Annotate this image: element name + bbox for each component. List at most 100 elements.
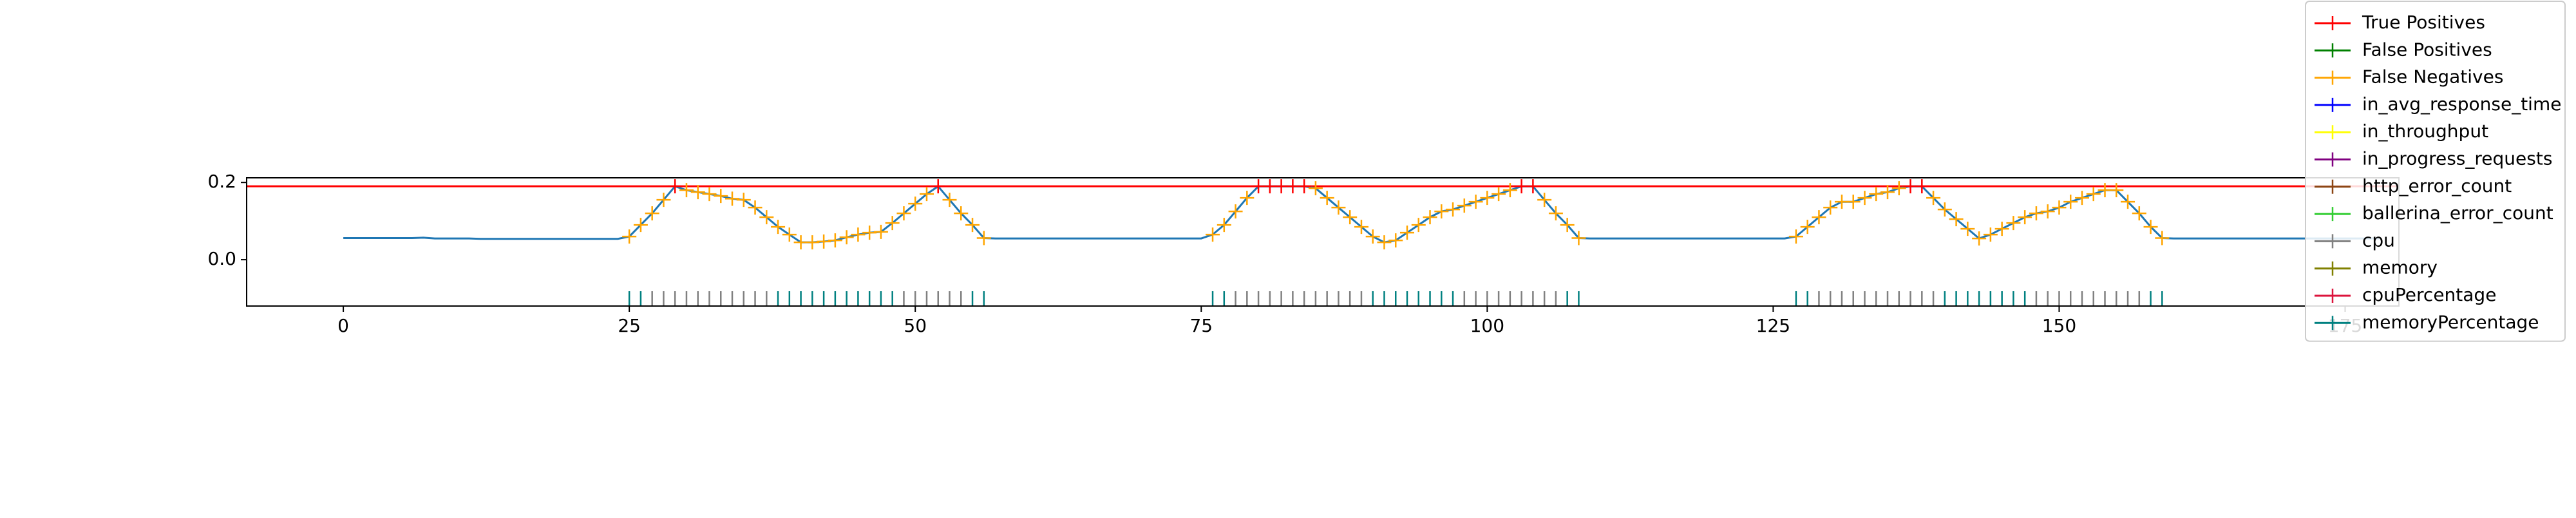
plus-marker bbox=[1423, 210, 1437, 225]
plus-marker bbox=[1400, 225, 1414, 240]
plus-marker bbox=[1949, 212, 1964, 227]
plus-marker bbox=[1297, 179, 1312, 194]
y-tick-label: 0.0 bbox=[207, 248, 236, 269]
plus-marker bbox=[1468, 195, 1483, 209]
plus-marker bbox=[1457, 198, 1472, 213]
plus-marker bbox=[1343, 210, 1358, 225]
plus-marker bbox=[2325, 152, 2340, 167]
plus-marker bbox=[2040, 204, 2055, 219]
plus-marker bbox=[1354, 220, 1368, 235]
plus-marker bbox=[2325, 234, 2340, 249]
plus-marker bbox=[908, 197, 923, 211]
legend-label: True Positives bbox=[2362, 12, 2485, 33]
plus-marker bbox=[1788, 229, 1803, 244]
plus-marker bbox=[2018, 210, 2032, 225]
plus-marker bbox=[690, 185, 705, 200]
plus-marker bbox=[1800, 220, 1815, 235]
x-tick-label: 0 bbox=[337, 315, 349, 336]
plus-marker bbox=[1537, 193, 1552, 207]
plus-marker bbox=[1526, 179, 1540, 194]
plus-marker bbox=[1994, 222, 2009, 236]
plus-marker bbox=[771, 220, 786, 235]
plus-marker bbox=[2132, 206, 2146, 221]
plus-marker bbox=[622, 229, 637, 244]
legend-label: memoryPercentage bbox=[2362, 311, 2539, 332]
legend-label: cpu bbox=[2362, 229, 2395, 251]
plus-marker bbox=[1480, 191, 1495, 206]
x-tick-label: 125 bbox=[1756, 315, 1790, 336]
plus-marker bbox=[2325, 316, 2340, 331]
plus-marker bbox=[1388, 233, 1403, 248]
plus-marker bbox=[2086, 187, 2101, 202]
plus-marker bbox=[714, 189, 728, 204]
plus-marker bbox=[885, 216, 900, 231]
legend: True Positives False Positives False Negat… bbox=[2305, 1, 2566, 342]
plus-marker bbox=[1411, 218, 1426, 233]
plus-marker bbox=[817, 234, 831, 249]
plus-marker bbox=[1365, 229, 1380, 244]
x-tick-label: 100 bbox=[1470, 315, 1504, 336]
plus-marker bbox=[1560, 218, 1575, 233]
legend-label: False Negatives bbox=[2362, 66, 2503, 88]
plus-marker bbox=[2325, 179, 2340, 194]
legend-label: memory bbox=[2362, 257, 2438, 278]
x-tick-label: 75 bbox=[1189, 315, 1213, 336]
plus-marker bbox=[2074, 191, 2089, 206]
plus-marker bbox=[942, 193, 957, 207]
plus-marker bbox=[633, 218, 648, 233]
plus-marker bbox=[954, 206, 969, 221]
plus-marker bbox=[725, 191, 740, 206]
plus-marker bbox=[2155, 231, 2170, 245]
plus-marker bbox=[1320, 191, 1334, 206]
plus-marker bbox=[1869, 187, 1884, 202]
plus-marker bbox=[2325, 16, 2340, 30]
plus-marker bbox=[1377, 235, 1392, 250]
plus-marker bbox=[851, 227, 866, 242]
plus-marker bbox=[1446, 202, 1461, 217]
plus-marker bbox=[679, 183, 694, 198]
plus-marker bbox=[1891, 181, 1906, 196]
plus-marker bbox=[1846, 195, 1861, 209]
plus-marker bbox=[2325, 97, 2340, 112]
plus-marker bbox=[896, 206, 911, 221]
plus-marker bbox=[1926, 191, 1941, 206]
plus-marker bbox=[828, 233, 842, 248]
plus-marker bbox=[782, 227, 797, 242]
plus-marker bbox=[1960, 222, 1975, 236]
legend-label: ballerina_error_count bbox=[2362, 202, 2553, 224]
legend-label: in_progress_requests bbox=[2362, 148, 2552, 169]
x-tick-label: 50 bbox=[904, 315, 927, 336]
y-tick-label: 0.2 bbox=[207, 171, 236, 192]
plus-marker bbox=[2325, 207, 2340, 222]
plus-marker bbox=[1331, 200, 1346, 215]
legend-label: http_error_count bbox=[2362, 175, 2512, 197]
plus-marker bbox=[1937, 202, 1952, 217]
plus-marker bbox=[1983, 227, 1998, 242]
legend-label: False Positives bbox=[2362, 39, 2492, 60]
plus-marker bbox=[839, 230, 854, 245]
axes: 02550751001251501750.00.2 bbox=[207, 171, 2362, 336]
legend-label: in_throughput bbox=[2362, 120, 2488, 142]
plus-marker bbox=[965, 218, 980, 233]
plus-marker bbox=[1571, 231, 1586, 245]
plus-marker bbox=[2325, 261, 2340, 276]
plus-marker bbox=[748, 200, 762, 215]
plus-marker bbox=[2029, 206, 2043, 221]
plus-marker bbox=[873, 224, 888, 239]
legend-box bbox=[2305, 1, 2566, 342]
plus-marker bbox=[1823, 200, 1838, 215]
plus-marker bbox=[1548, 206, 1563, 221]
plus-marker bbox=[1492, 187, 1506, 202]
plus-marker bbox=[2109, 183, 2124, 198]
plus-marker bbox=[1228, 204, 1243, 219]
x-tick-label: 150 bbox=[2042, 315, 2076, 336]
plus-marker bbox=[1812, 210, 1826, 225]
axes-frame bbox=[246, 177, 2400, 307]
plus-marker bbox=[931, 179, 945, 194]
plus-marker bbox=[2052, 200, 2067, 215]
legend-label: cpuPercentage bbox=[2362, 284, 2496, 305]
plus-marker bbox=[1206, 227, 1220, 242]
plus-marker bbox=[645, 206, 659, 221]
plus-marker bbox=[1972, 231, 1987, 246]
